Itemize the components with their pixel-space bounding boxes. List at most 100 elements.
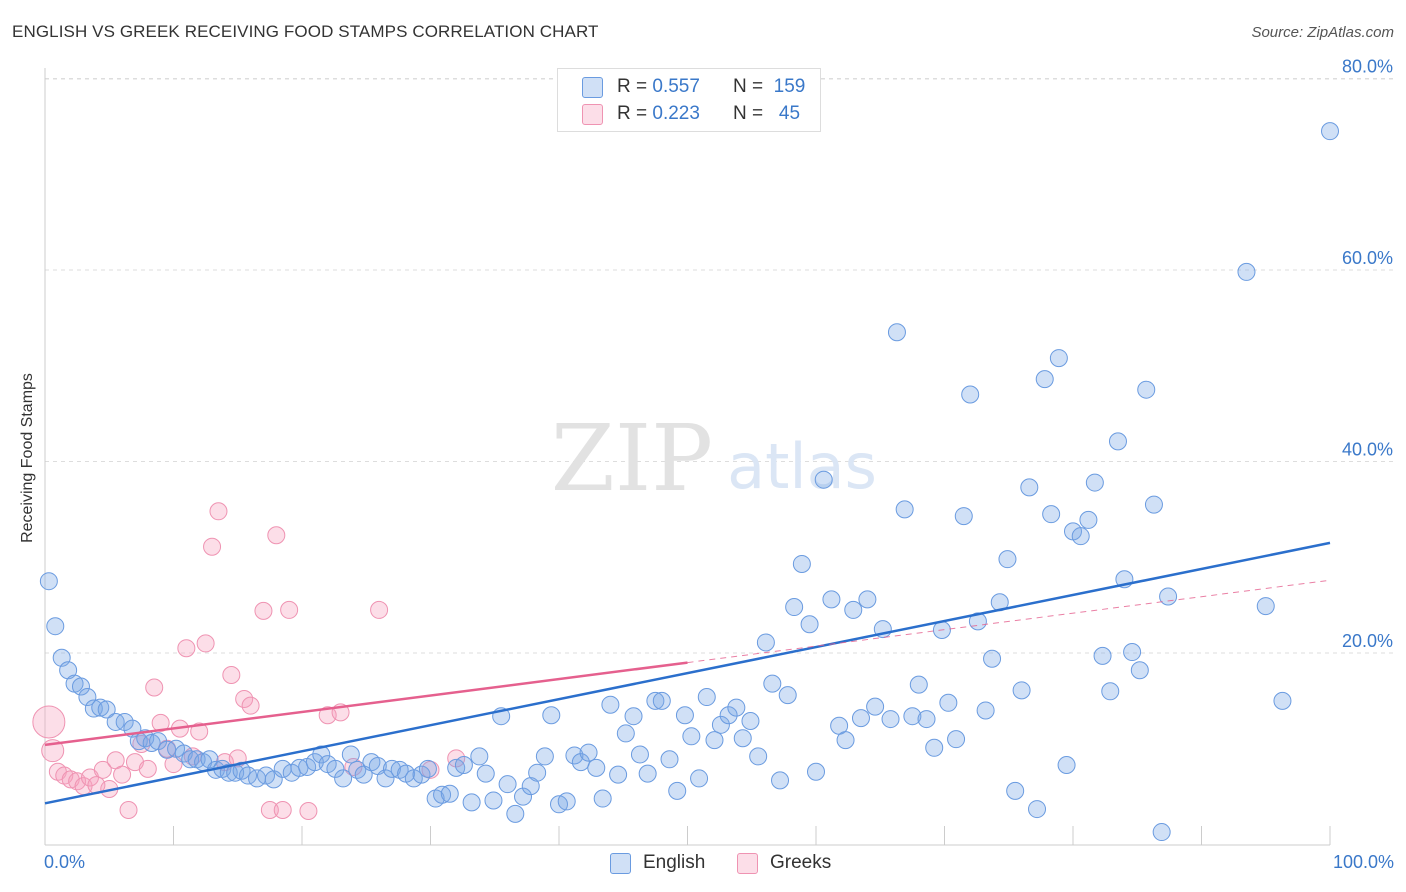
y-tick-label: 20.0% xyxy=(1342,631,1393,651)
english-point xyxy=(1123,643,1142,662)
english-point xyxy=(998,550,1017,569)
english-point xyxy=(844,600,863,619)
axes xyxy=(44,68,1331,846)
english-point xyxy=(334,769,353,788)
english-point xyxy=(961,385,980,404)
english-point xyxy=(785,598,804,617)
english-point xyxy=(616,724,635,743)
english-point xyxy=(476,764,495,783)
greek-point xyxy=(273,801,292,820)
english-point xyxy=(84,699,103,718)
english-point xyxy=(682,727,701,746)
english-point xyxy=(39,572,58,591)
greek-point xyxy=(254,601,273,620)
english-point xyxy=(71,677,90,696)
english-point xyxy=(1144,495,1163,514)
english-point xyxy=(609,765,628,784)
greek-point xyxy=(267,526,286,545)
english-legend-label: English xyxy=(643,852,706,873)
y-tick-label: 60.0% xyxy=(1342,248,1393,268)
english-point xyxy=(264,770,283,789)
english-point xyxy=(97,700,116,719)
greek-point xyxy=(260,801,279,820)
legend-row-greek: R = 0.223 N = 45 xyxy=(582,101,800,127)
english-point xyxy=(1093,646,1112,665)
english-point xyxy=(836,731,855,750)
english-swatch xyxy=(582,76,603,98)
greek-point xyxy=(138,759,157,778)
legend-english-n: 159 xyxy=(773,76,806,97)
english-point xyxy=(917,710,936,729)
english-point xyxy=(1152,823,1171,842)
greeks-legend-label: Greeks xyxy=(770,852,832,873)
y-tick-labels: 20.0% 40.0% 60.0% 80.0% xyxy=(1342,57,1393,652)
grid-lines xyxy=(45,78,1393,654)
y-tick-label: 80.0% xyxy=(1342,57,1393,77)
greek-point xyxy=(209,502,228,521)
greek-point xyxy=(93,760,112,779)
english-point xyxy=(341,745,360,764)
english-point xyxy=(1321,122,1339,141)
greek-point xyxy=(151,713,170,732)
english-point xyxy=(954,507,973,526)
english-point xyxy=(624,707,643,726)
english-point xyxy=(903,707,922,726)
english-point xyxy=(200,750,219,769)
english-point xyxy=(498,775,517,794)
greek-point xyxy=(235,689,254,708)
english-point xyxy=(1237,262,1256,281)
english-legend-swatch xyxy=(610,852,631,874)
english-point xyxy=(418,759,437,778)
english-point xyxy=(91,698,110,717)
english-point xyxy=(822,590,841,609)
english-point xyxy=(1006,781,1025,800)
legend-english-r: 0.557 xyxy=(652,76,700,97)
english-point xyxy=(1020,478,1039,497)
greek-point xyxy=(222,666,241,685)
greek-point xyxy=(299,801,318,820)
english-point xyxy=(514,787,533,806)
english-point xyxy=(887,323,906,342)
english-point xyxy=(312,745,331,764)
english-point xyxy=(697,688,716,707)
greek-point xyxy=(177,639,196,658)
english-point xyxy=(866,697,885,716)
english-point xyxy=(939,693,958,712)
greek-point xyxy=(280,600,299,619)
greek-point xyxy=(241,696,260,715)
legend-n-key: N = xyxy=(732,76,764,97)
english-point xyxy=(440,784,459,803)
english-point xyxy=(630,745,649,764)
english-point xyxy=(1071,527,1090,546)
english-point xyxy=(741,711,760,730)
english-point xyxy=(1057,756,1076,775)
legend-greek-r: 0.223 xyxy=(652,103,700,124)
chart-title: ENGLISH VS GREEK RECEIVING FOOD STAMPS C… xyxy=(12,22,599,41)
english-point xyxy=(1108,432,1127,451)
english-trend-line xyxy=(44,541,1331,805)
english-point xyxy=(792,554,811,573)
english-point xyxy=(593,789,612,808)
english-point xyxy=(376,769,395,788)
english-point xyxy=(947,730,966,749)
english-point xyxy=(983,649,1002,668)
english-point xyxy=(1028,800,1047,819)
english-point xyxy=(858,590,877,609)
english-point xyxy=(1049,349,1068,368)
english-point xyxy=(579,743,598,762)
english-point xyxy=(925,738,944,757)
greek-trend-line xyxy=(44,661,688,747)
english-point xyxy=(142,734,161,753)
english-point xyxy=(1256,597,1275,616)
english-point xyxy=(46,617,65,636)
greek-point xyxy=(145,678,164,697)
english-point xyxy=(557,792,576,811)
english-point xyxy=(727,698,746,717)
english-point xyxy=(1159,587,1178,606)
greek-swatch xyxy=(582,103,603,125)
english-point xyxy=(749,747,768,766)
english-point xyxy=(454,756,473,775)
greek-point xyxy=(32,705,66,739)
english-point xyxy=(652,691,671,710)
